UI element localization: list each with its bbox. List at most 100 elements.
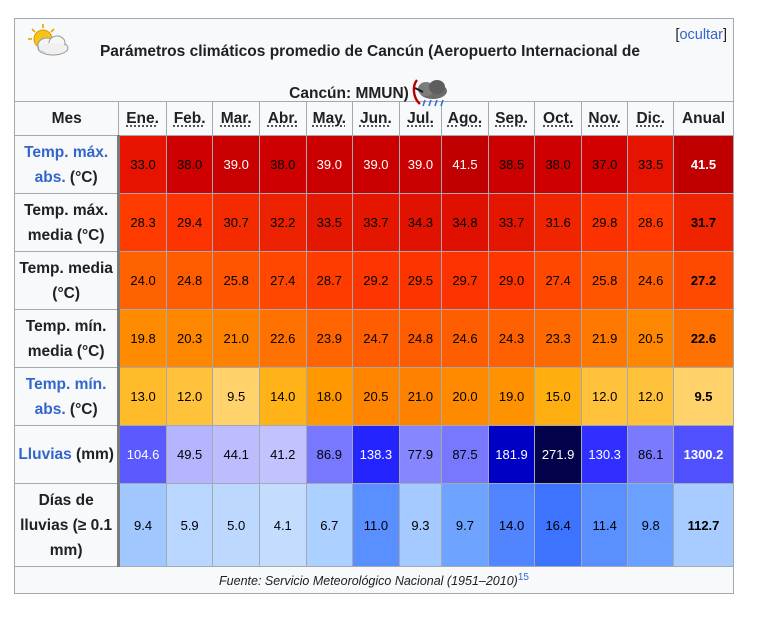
data-cell: 20.0 <box>441 367 489 426</box>
data-cell: 32.2 <box>258 193 307 252</box>
row-label: Temp. máx. media (°C) <box>13 193 120 252</box>
data-cell: 33.7 <box>352 193 400 252</box>
data-cell: 22.6 <box>258 309 307 368</box>
data-cell: 77.9 <box>398 425 443 484</box>
data-cell: 20.5 <box>627 309 674 368</box>
row-label: Días de lluvias (≥ 0.1 mm) <box>13 483 120 567</box>
reference-link[interactable]: 15 <box>517 571 529 583</box>
data-cell: 24.8 <box>165 251 214 310</box>
data-cell: 130.3 <box>580 425 629 484</box>
header-row: Mes Ene. Feb. Mar. Abr. May. Jun. Jul. Ago. Sep. O… <box>13 101 735 136</box>
annual-cell: 27.2 <box>672 251 735 310</box>
annual-cell: 31.7 <box>672 193 735 252</box>
storm-cloud-icon <box>412 79 447 107</box>
table-row: Temp. máx. media (°C) 28.3 29.4 30.7 32.2 33.… <box>13 193 735 252</box>
row-label-text: (°C) <box>65 400 98 418</box>
data-cell: 34.8 <box>441 193 489 252</box>
data-cell: 9.4 <box>117 483 167 567</box>
data-cell: 20.5 <box>352 367 400 426</box>
hide-bracket-close: ] <box>722 27 727 43</box>
data-cell: 24.6 <box>627 251 674 310</box>
annual-cell: 41.5 <box>672 135 735 194</box>
table-caption: Parámetros climáticos promedio de Cancún… <box>14 18 734 107</box>
data-cell: 13.0 <box>117 367 167 426</box>
climate-table: Parámetros climáticos promedio de Cancún… <box>13 18 735 594</box>
sun-cloud-icon <box>28 24 69 56</box>
data-cell: 11.0 <box>352 483 400 567</box>
row-label: Temp. máx. abs. (°C) <box>13 135 120 194</box>
data-cell: 86.9 <box>305 425 354 484</box>
data-cell: 181.9 <box>487 425 536 484</box>
data-cell: 24.0 <box>117 251 167 310</box>
header-annual: Anual <box>672 101 735 136</box>
data-cell: 14.0 <box>487 483 536 567</box>
data-cell: 33.5 <box>305 193 354 252</box>
data-cell: 41.5 <box>441 135 489 194</box>
data-cell: 29.7 <box>441 251 489 310</box>
data-cell: 33.5 <box>627 135 674 194</box>
data-cell: 5.0 <box>212 483 260 567</box>
data-cell: 38.0 <box>165 135 214 194</box>
data-cell: 27.4 <box>534 251 582 310</box>
data-cell: 6.7 <box>305 483 354 567</box>
data-cell: 39.0 <box>398 135 443 194</box>
data-cell: 14.0 <box>258 367 307 426</box>
header-month: Feb. <box>165 101 214 136</box>
table-title-line2: Cancún: MMUN) <box>75 73 665 115</box>
data-cell: 21.9 <box>580 309 629 368</box>
data-cell: 12.0 <box>627 367 674 426</box>
row-label: Temp. mín. media (°C) <box>13 309 120 368</box>
data-cell: 33.0 <box>117 135 167 194</box>
data-cell: 39.0 <box>352 135 400 194</box>
data-cell: 30.7 <box>212 193 260 252</box>
table-row: Días de lluvias (≥ 0.1 mm) 9.4 5.9 5.0 4.1 6.… <box>13 483 735 567</box>
hide-toggle: [ocultar] <box>675 27 727 43</box>
data-cell: 33.7 <box>487 193 536 252</box>
data-cell: 12.0 <box>580 367 629 426</box>
hide-link[interactable]: ocultar <box>679 27 723 43</box>
data-cell: 29.4 <box>165 193 214 252</box>
table-row: Lluvias (mm) 104.6 49.5 44.1 41.2 86.9 138.3 77… <box>13 425 735 484</box>
data-cell: 12.0 <box>165 367 214 426</box>
row-label-text: Temp. media (°C) <box>19 259 113 302</box>
data-cell: 31.6 <box>534 193 582 252</box>
row-label-link[interactable]: Temp. mín. abs. <box>25 375 107 418</box>
data-cell: 21.0 <box>398 367 443 426</box>
data-cell: 49.5 <box>165 425 214 484</box>
data-cell: 15.0 <box>534 367 582 426</box>
row-label-link[interactable]: Temp. máx. abs. <box>24 143 109 186</box>
table-row: Temp. mín. abs. (°C) 13.0 12.0 9.5 14.0 18.0 2… <box>13 367 735 426</box>
data-cell: 44.1 <box>212 425 260 484</box>
row-label: Temp. media (°C) <box>13 251 120 310</box>
data-cell: 27.4 <box>258 251 307 310</box>
header-month: Ago. <box>441 101 489 136</box>
table-row: Temp. máx. abs. (°C) 33.0 38.0 39.0 38.0 39.0… <box>13 135 735 194</box>
data-cell: 37.0 <box>580 135 629 194</box>
data-cell: 24.8 <box>398 309 443 368</box>
data-cell: 29.5 <box>398 251 443 310</box>
header-month: Abr. <box>258 101 307 136</box>
data-cell: 11.4 <box>580 483 629 567</box>
data-cell: 38.5 <box>487 135 536 194</box>
row-label-link[interactable]: Lluvias <box>18 446 72 463</box>
data-cell: 34.3 <box>398 193 443 252</box>
table-row: Temp. media (°C) 24.0 24.8 25.8 27.4 28.7 29.2… <box>13 251 735 310</box>
header-month: Nov. <box>580 101 629 136</box>
row-label-text: (°C) <box>65 168 98 186</box>
data-cell: 28.7 <box>305 251 354 310</box>
data-cell: 86.1 <box>627 425 674 484</box>
data-cell: 41.2 <box>258 425 307 484</box>
data-cell: 38.0 <box>258 135 307 194</box>
data-cell: 24.6 <box>441 309 489 368</box>
data-cell: 25.8 <box>580 251 629 310</box>
row-label-text: Días de lluvias (≥ 0.1 mm) <box>20 491 113 559</box>
data-cell: 23.3 <box>534 309 582 368</box>
data-cell: 29.8 <box>580 193 629 252</box>
table-title-line1: Parámetros climáticos promedio de Cancún… <box>99 43 641 60</box>
data-cell: 29.2 <box>352 251 400 310</box>
header-month: Mar. <box>212 101 260 136</box>
annual-cell: 9.5 <box>672 367 735 426</box>
data-cell: 25.8 <box>212 251 260 310</box>
table-row: Temp. mín. media (°C) 19.8 20.3 21.0 22.6 23.… <box>13 309 735 368</box>
data-cell: 9.7 <box>441 483 489 567</box>
